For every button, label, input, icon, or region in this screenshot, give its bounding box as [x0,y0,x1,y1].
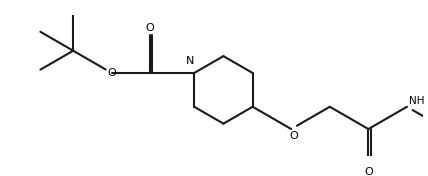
Text: NH: NH [409,96,424,106]
Text: O: O [364,167,373,176]
Text: O: O [289,131,298,141]
Text: O: O [107,68,116,78]
Text: N: N [186,56,195,66]
Text: O: O [145,23,154,33]
